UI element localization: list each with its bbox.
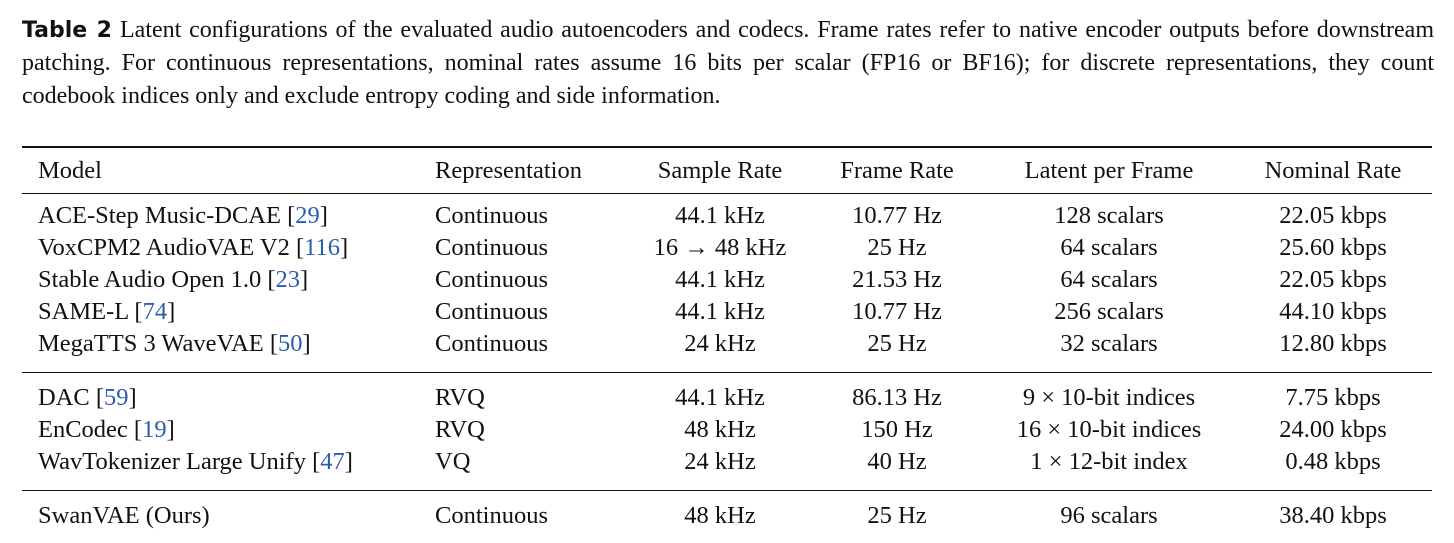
table-cell: 25 Hz: [867, 330, 927, 357]
table-cell: 24 kHz: [684, 448, 756, 475]
table-cell: 64 scalars: [1060, 266, 1158, 293]
table-cell: 48 kHz: [684, 416, 756, 443]
table-cell: 21.53 Hz: [852, 266, 942, 293]
model-cell: WavTokenizer Large Unify [47]: [38, 447, 353, 477]
model-cell: SAME-L [74]: [38, 297, 175, 327]
table-cell: 12.80 kbps: [1279, 330, 1387, 357]
table-cell: 38.40 kbps: [1279, 502, 1387, 529]
citation: 74: [142, 298, 168, 325]
header-cell: Frame Rate: [840, 157, 954, 184]
table-cell: 256 scalars: [1054, 298, 1164, 325]
model-text: DAC [: [38, 384, 105, 411]
model-text: ]: [167, 298, 176, 325]
table-cell: 44.1 kHz: [675, 202, 765, 229]
table-cell: 128 scalars: [1054, 202, 1164, 229]
table-cell: Continuous: [435, 330, 548, 357]
table-cell: Continuous: [435, 298, 548, 325]
table-cell: 24 kHz: [684, 330, 756, 357]
model-text: ]: [319, 202, 328, 229]
table-cell: 86.13 Hz: [852, 384, 942, 411]
table-rule: [22, 490, 1432, 492]
table-cell: 9 × 10-bit indices: [1022, 384, 1196, 411]
table-cell: 16 × 10-bit indices: [1016, 416, 1202, 443]
table-cell: 24.00 kbps: [1279, 416, 1387, 443]
table-cell: 10.77 Hz: [852, 298, 942, 325]
table-cell: VQ: [435, 448, 471, 475]
header-cell: Latent per Frame: [1024, 157, 1194, 184]
table-cell: Continuous: [435, 502, 548, 529]
model-text: ]: [128, 384, 137, 411]
table-cell: 44.1 kHz: [675, 298, 765, 325]
table-cell: 25 Hz: [867, 502, 927, 529]
header-cell: Sample Rate: [657, 157, 783, 184]
model-cell: ACE-Step Music-DCAE [29]: [38, 201, 328, 231]
model-cell: Stable Audio Open 1.0 [23]: [38, 265, 308, 295]
citation: 47: [320, 448, 345, 475]
model-text: EnCodec [: [38, 416, 143, 443]
table-cell: 40 Hz: [867, 448, 927, 475]
citation: 29: [295, 202, 320, 229]
table-cell: 22.05 kbps: [1279, 266, 1387, 293]
header-cell: Model: [38, 157, 102, 184]
table-rule: [22, 146, 1432, 148]
model-text: SwanVAE (Ours): [38, 502, 210, 529]
table-cell: 1 × 12-bit index: [1030, 448, 1188, 475]
table-cell: 32 scalars: [1060, 330, 1158, 357]
table-cell: 44.1 kHz: [675, 384, 765, 411]
citation: 116: [304, 234, 341, 261]
model-text: ]: [302, 330, 311, 357]
table-rule: [22, 193, 1432, 195]
model-cell: SwanVAE (Ours): [38, 501, 210, 531]
table-cell: 25.60 kbps: [1279, 234, 1387, 261]
model-text: ]: [340, 234, 349, 261]
table-cell: 7.75 kbps: [1285, 384, 1381, 411]
header-cell: Nominal Rate: [1264, 157, 1402, 184]
citation: 59: [104, 384, 129, 411]
model-cell: MegaTTS 3 WaveVAE [50]: [38, 329, 311, 359]
table-cell: 96 scalars: [1060, 502, 1158, 529]
model-text: ACE-Step Music-DCAE [: [38, 202, 296, 229]
table-rule: [22, 372, 1432, 374]
table-cell: 10.77 Hz: [852, 202, 942, 229]
citation: 19: [142, 416, 167, 443]
model-text: SAME-L [: [38, 298, 143, 325]
table-cell: 0.48 kbps: [1285, 448, 1381, 475]
table-cell: Continuous: [435, 234, 548, 261]
caption-text: Latent configurations of the evaluated a…: [22, 17, 1434, 109]
table-cell: 25 Hz: [867, 234, 927, 261]
table-cell: 44.10 kbps: [1279, 298, 1387, 325]
table-cell: 48 kHz: [684, 502, 756, 529]
model-cell: VoxCPM2 AudioVAE V2 [116]: [38, 233, 348, 263]
model-text: ]: [166, 416, 175, 443]
model-text: ]: [300, 266, 309, 293]
table-cell: Continuous: [435, 266, 548, 293]
caption-label: Table 2: [22, 18, 112, 43]
header-cell: Representation: [435, 157, 582, 184]
model-cell: EnCodec [19]: [38, 415, 175, 445]
table-cell: Continuous: [435, 202, 548, 229]
model-cell: DAC [59]: [38, 383, 137, 413]
table-cell: 22.05 kbps: [1279, 202, 1387, 229]
caption: Table 2 Latent configurations of the eval…: [22, 14, 1434, 113]
table-cell: 16 → 48 kHz: [653, 234, 787, 261]
table-cell: RVQ: [435, 384, 485, 411]
model-text: ]: [344, 448, 353, 475]
table-cell: 64 scalars: [1060, 234, 1158, 261]
model-text: MegaTTS 3 WaveVAE [: [38, 330, 279, 357]
model-text: VoxCPM2 AudioVAE V2 [: [38, 234, 305, 261]
model-text: Stable Audio Open 1.0 [: [38, 266, 276, 293]
table-cell: 44.1 kHz: [675, 266, 765, 293]
model-text: WavTokenizer Large Unify [: [38, 448, 321, 475]
citation: 50: [278, 330, 303, 357]
citation: 23: [275, 266, 301, 293]
table-cell: 150 Hz: [861, 416, 933, 443]
table-cell: RVQ: [435, 416, 485, 443]
